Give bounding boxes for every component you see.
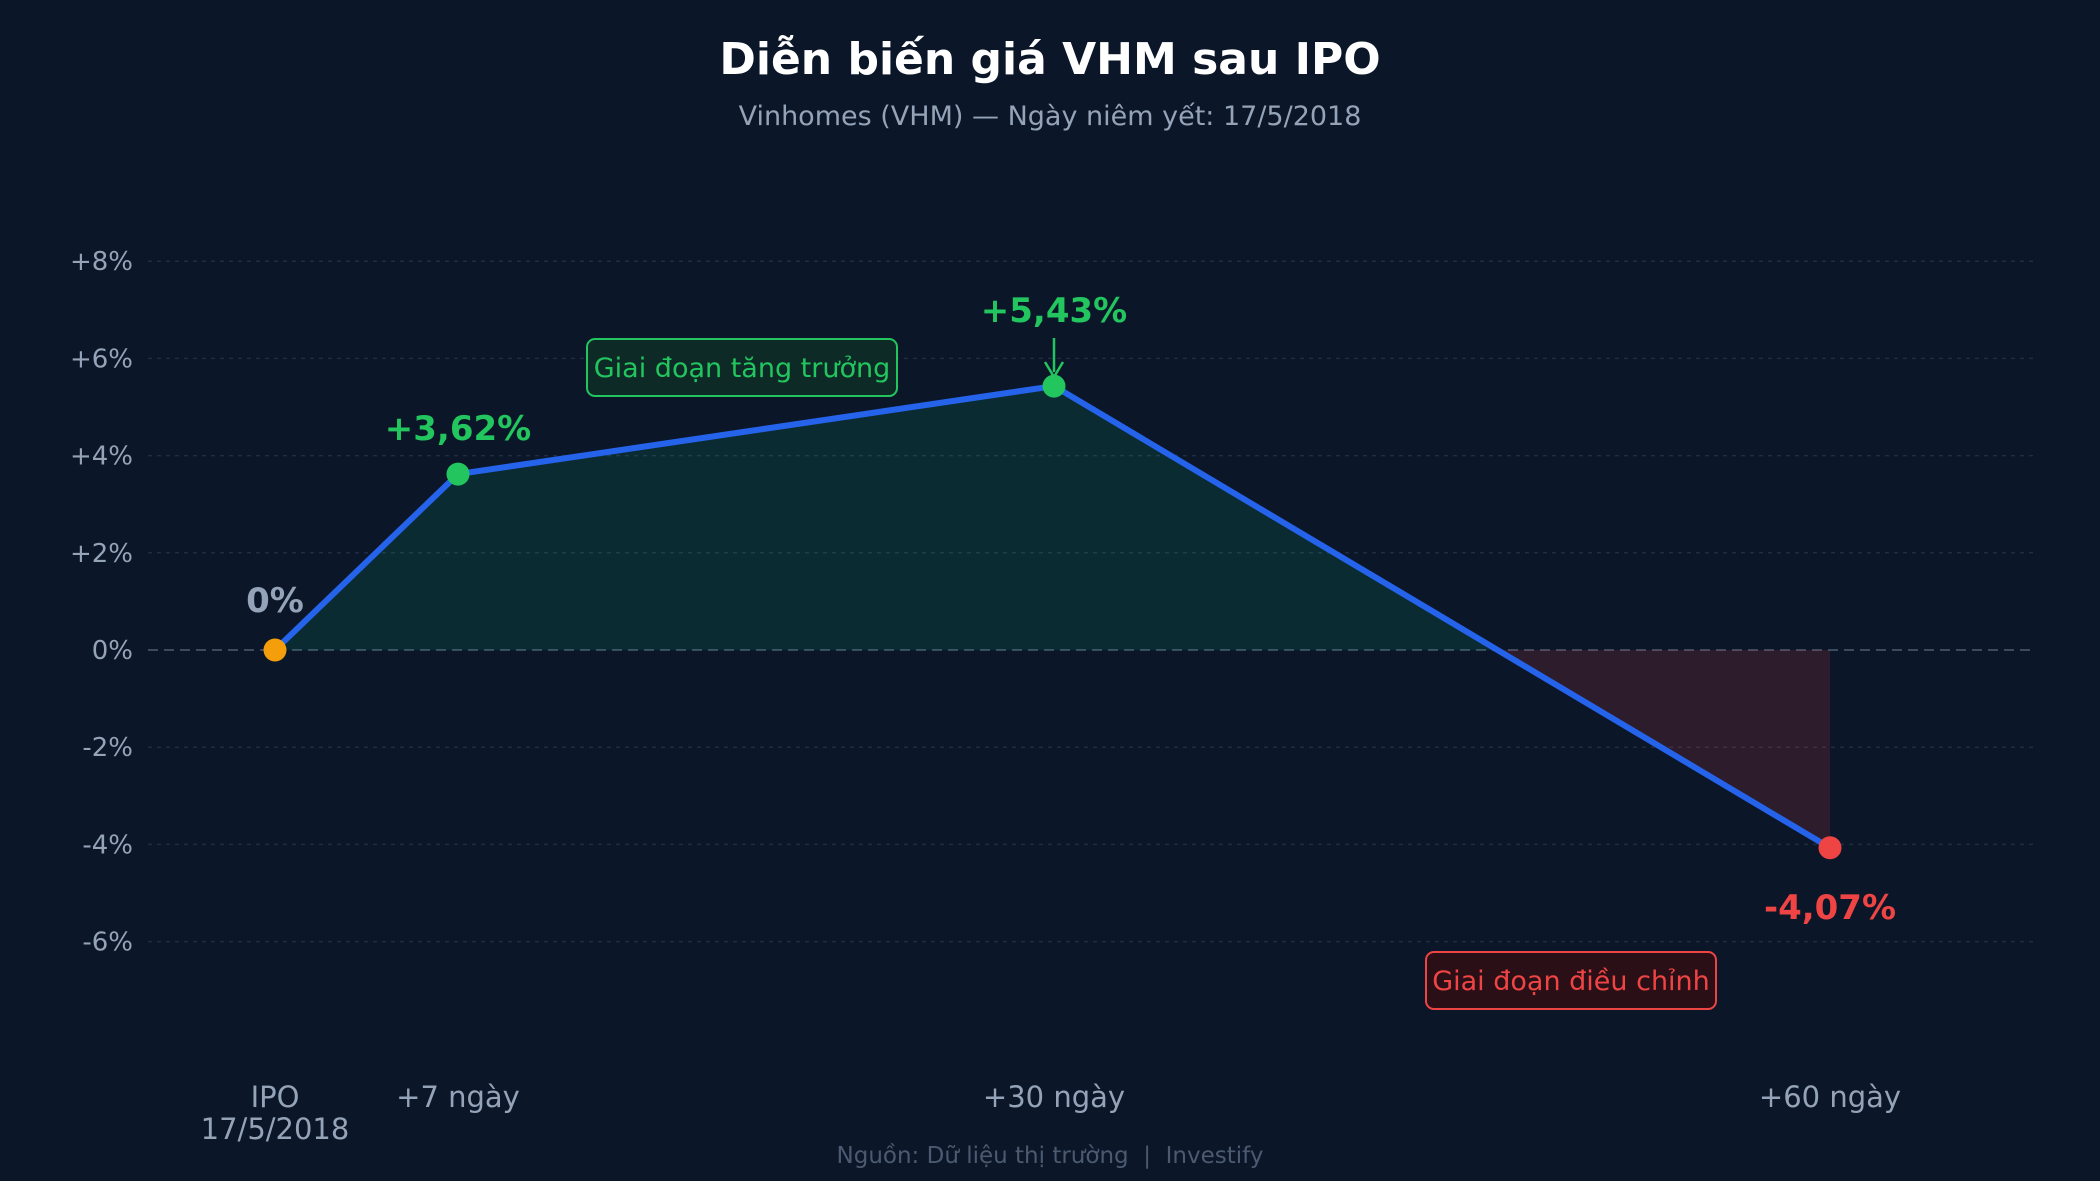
source-note: Nguồn: Dữ liệu thị trường | Investify	[837, 1143, 1264, 1169]
x-tick-label: IPO	[251, 1080, 300, 1114]
annotation-growth: Giai đoạn tăng trưởng	[594, 353, 891, 384]
y-tick-label: +4%	[70, 442, 133, 472]
point-layer: 0% +3,62% +5,43% -4,07%	[246, 291, 1896, 928]
y-tick-label: +6%	[70, 344, 133, 374]
y-tick-label: +2%	[70, 539, 133, 569]
x-tick-label: +60 ngày	[1759, 1080, 1901, 1114]
data-label: +5,43%	[981, 291, 1127, 331]
data-label: +3,62%	[385, 409, 531, 449]
y-tick-label: -2%	[82, 733, 133, 763]
data-label: -4,07%	[1764, 888, 1896, 928]
x-tick-label: +30 ngày	[983, 1080, 1125, 1114]
data-point	[1042, 374, 1066, 398]
y-tick-label: -6%	[82, 928, 133, 958]
annotation-layer: Giai đoạn tăng trưởng Giai đoạn điều chỉn…	[586, 338, 1717, 1010]
annotation-box-correction	[1425, 951, 1717, 1010]
annotation-box-growth	[586, 338, 898, 397]
line-layer	[272, 383, 1833, 851]
x-tick-label: +7 ngày	[396, 1080, 520, 1114]
x-tick-label: 17/5/2018	[201, 1112, 350, 1146]
y-tick-label: -4%	[82, 830, 133, 860]
positive-area	[275, 386, 1498, 650]
y-tick-label: 0%	[92, 636, 133, 666]
annotation-correction: Giai đoạn điều chỉnh	[1432, 966, 1710, 997]
chart-title: Diễn biến giá VHM sau IPO	[719, 34, 1380, 85]
data-label: 0%	[246, 581, 304, 621]
grid-layer: +8% +6% +4% +2% 0% -2% -4% -6%	[70, 247, 2035, 958]
data-point	[1818, 836, 1842, 860]
data-point	[446, 462, 470, 486]
y-tick-label: +8%	[70, 247, 133, 277]
chart-subtitle: Vinhomes (VHM) — Ngày niêm yết: 17/5/201…	[739, 101, 1362, 132]
data-point	[263, 638, 287, 662]
series-line	[272, 383, 1833, 851]
